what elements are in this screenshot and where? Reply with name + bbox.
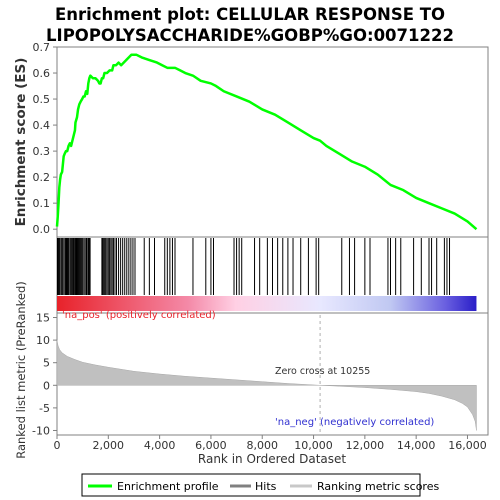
metric-y-tick-label: 5	[43, 357, 50, 370]
metric-y-tick-label: 10	[36, 334, 50, 347]
ranking-colorbar	[57, 296, 477, 311]
colorbar-strip	[57, 296, 477, 311]
x-tick-label: 12,000	[346, 439, 385, 452]
ranking-metric-area	[56, 340, 477, 431]
zero-cross-label: Zero cross at 10255	[275, 366, 370, 377]
metric-y-tick-label: -10	[32, 424, 50, 437]
enrichment-profile-line	[55, 53, 478, 231]
legend-label-enrichment-profile: Enrichment profile	[117, 480, 219, 493]
es-y-tick-label: 0.0	[33, 223, 51, 236]
x-tick-label: 14,000	[397, 439, 436, 452]
es-y-tick-label: 0.5	[33, 93, 51, 106]
chart-title-line-2: LIPOPOLYSACCHARIDE%GOBP%GO:0071222	[46, 26, 454, 45]
x-axis-title: Rank in Ordered Dataset	[198, 452, 346, 466]
hits-group	[57, 238, 451, 295]
x-tick-label: 6,000	[195, 439, 227, 452]
x-tick-label: 16,000	[448, 439, 487, 452]
x-tick-label: 4,000	[144, 439, 176, 452]
x-tick-label: 10,000	[294, 439, 333, 452]
metric-y-tick-label: -5	[39, 402, 50, 415]
es-panel-frame	[56, 46, 489, 238]
es-y-tick-label: 0.4	[33, 119, 51, 132]
x-tick-label: 8,000	[246, 439, 278, 452]
x-tick-label: 2,000	[93, 439, 125, 452]
x-tick-label: 0	[54, 439, 61, 452]
es-y-tick-label: 0.7	[33, 41, 51, 54]
chart-title: Enrichment plot: CELLULAR RESPONSE TO LI…	[0, 4, 500, 46]
rank-x-axis: 0 2,000 4,000 6,000 8,000 10,000 12,000 14,000 1…	[54, 435, 487, 452]
es-y-tick-label: 0.3	[33, 145, 51, 158]
es-y-tick-label: 0.6	[33, 67, 51, 80]
enrichment-profile-group	[55, 53, 478, 231]
es-y-axis: 0.0 0.1 0.2 0.3 0.4 0.5 0.6 0.7	[33, 41, 57, 236]
metric-y-tick-label: 15	[36, 312, 50, 325]
es-y-tick-label: 0.1	[33, 197, 51, 210]
legend: Enrichment profile Hits Ranking metric s…	[81, 473, 439, 497]
ranked-metric-group	[56, 315, 477, 433]
es-y-tick-label: 0.2	[33, 171, 51, 184]
chart-title-line-1: Enrichment plot: CELLULAR RESPONSE TO	[54, 5, 446, 24]
es-axis-title: Enrichment score (ES)	[13, 58, 29, 227]
metric-y-axis: -10 -5 0 5 10 15	[32, 312, 57, 437]
metric-axis-title: Ranked list metric (PreRanked)	[14, 281, 28, 459]
legend-label-hits: Hits	[255, 480, 277, 493]
positive-correlation-label: 'na_pos' (positively correlated)	[62, 310, 216, 321]
metric-y-tick-label: 0	[43, 379, 50, 392]
negative-correlation-label: 'na_neg' (negatively correlated)	[275, 417, 434, 428]
legend-label-ranking-metric: Ranking metric scores	[317, 480, 439, 493]
